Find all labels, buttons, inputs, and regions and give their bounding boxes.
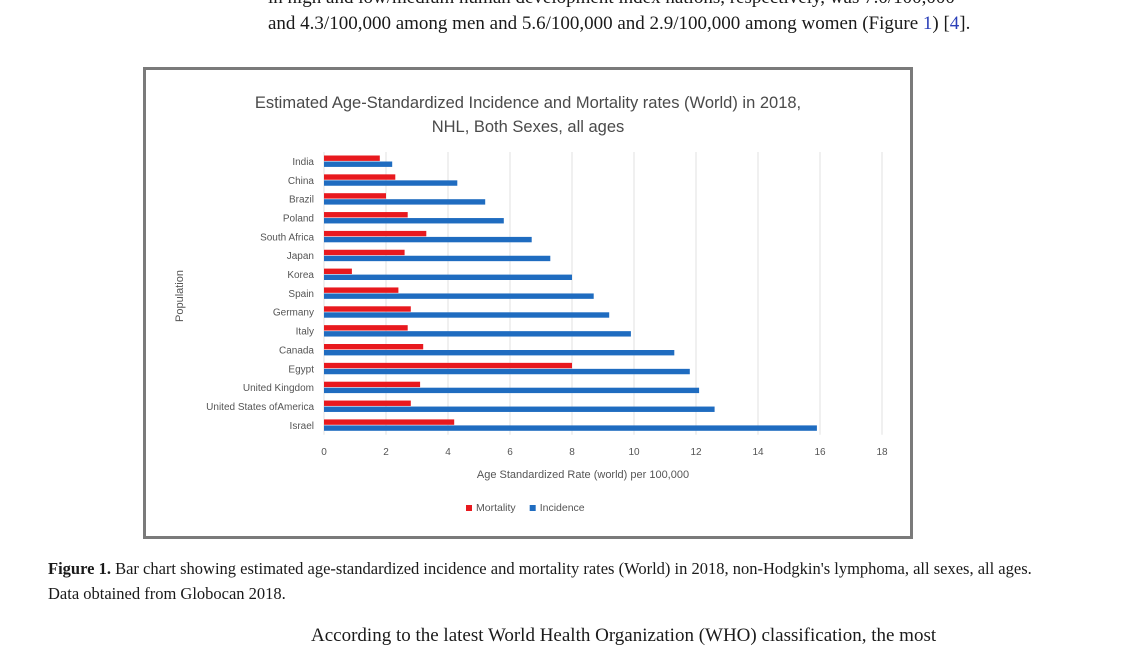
bar-mortality — [324, 287, 399, 293]
x-tick-label: 18 — [876, 447, 888, 458]
legend-label: Incidence — [540, 502, 585, 514]
bar-incidence — [324, 199, 486, 205]
x-tick-label: 0 — [321, 447, 327, 458]
bar-mortality — [324, 155, 380, 161]
legend-swatch-mortality — [466, 505, 472, 511]
category-label: Germany — [273, 308, 314, 319]
x-tick-label: 6 — [507, 447, 513, 458]
figure-frame: Estimated Age-Standardized Incidence and… — [143, 67, 913, 539]
bar-incidence — [324, 274, 572, 280]
bar-incidence — [324, 161, 393, 167]
bar-mortality — [324, 400, 411, 406]
x-tick-label: 14 — [752, 447, 764, 458]
bar-chart: Estimated Age-Standardized Incidence and… — [174, 94, 888, 514]
bar-incidence — [324, 350, 675, 356]
category-label: Israel — [290, 421, 314, 432]
chart-title-line-2: NHL, Both Sexes, all ages — [432, 118, 625, 136]
gridlines — [323, 152, 883, 435]
x-tick-label: 10 — [628, 447, 640, 458]
category-label: India — [292, 157, 314, 168]
paragraph-above-line: and 4.3/100,000 among men and 5.6/100,00… — [268, 12, 970, 36]
bar-mortality — [324, 174, 396, 180]
category-label: Italy — [296, 327, 314, 338]
legend-swatch-incidence — [529, 505, 536, 511]
category-label: Korea — [287, 270, 314, 281]
paragraph-below-partial: According to the latest World Health Org… — [311, 625, 937, 646]
legend: Mortality Incidence — [466, 502, 585, 514]
x-tick-label: 16 — [814, 447, 826, 458]
category-label: Japan — [287, 251, 314, 262]
bar-mortality — [324, 212, 408, 218]
bar-incidence — [324, 218, 504, 224]
figure-reference-link[interactable]: 1 — [922, 13, 933, 34]
bar-incidence — [324, 293, 594, 299]
bar-mortality — [324, 249, 405, 256]
category-label: United States ofAmerica — [206, 402, 314, 413]
bar-incidence — [324, 368, 690, 375]
x-tick-label: 8 — [569, 447, 575, 458]
bar-mortality — [324, 306, 411, 312]
chart-title-line-1: Estimated Age-Standardized Incidence and… — [255, 94, 801, 112]
bar-mortality — [324, 230, 427, 237]
bar-mortality — [324, 325, 408, 331]
bars — [324, 155, 817, 431]
bar-mortality — [324, 268, 352, 274]
category-label: China — [288, 176, 315, 187]
bar-mortality — [324, 193, 386, 199]
category-label: Brazil — [289, 195, 314, 206]
paragraph-text-mid: ) [ — [932, 13, 950, 34]
bar-mortality — [324, 344, 424, 350]
figure-caption: Figure 1. Bar chart showing estimated ag… — [48, 556, 1058, 606]
citation-link[interactable]: 4 — [949, 13, 960, 34]
x-axis-title: Age Standardized Rate (world) per 100,00… — [477, 469, 689, 481]
bar-mortality — [324, 362, 572, 369]
x-tick-label: 2 — [383, 447, 389, 458]
category-labels: India China Brazil Poland South Africa Japan K… — [206, 157, 314, 432]
category-label: United Kingdom — [243, 383, 314, 394]
bar-incidence — [324, 387, 700, 394]
bar-incidence — [324, 255, 551, 262]
paragraph-text-end: ]. — [959, 13, 971, 34]
bar-incidence — [324, 425, 817, 431]
bar-incidence — [324, 406, 715, 412]
bar-mortality — [324, 419, 455, 425]
category-label: Canada — [279, 345, 314, 356]
x-tick-label: 4 — [445, 447, 451, 458]
y-axis-title: Population — [174, 270, 186, 322]
bar-incidence — [324, 312, 610, 318]
paragraph-text: and 4.3/100,000 among men and 5.6/100,00… — [268, 13, 923, 34]
bar-incidence — [324, 180, 458, 186]
category-label: Poland — [283, 213, 314, 224]
x-tick-labels: 0 2 4 6 8 10 12 14 16 18 — [321, 447, 888, 458]
x-tick-label: 12 — [690, 447, 702, 458]
category-label: Spain — [288, 289, 314, 300]
bar-mortality — [324, 381, 421, 388]
figure-caption-label: Figure 1. — [48, 559, 111, 578]
category-label: South Africa — [260, 232, 314, 243]
figure-caption-text: Bar chart showing estimated age-standard… — [48, 559, 1032, 603]
category-label: Egypt — [288, 364, 314, 375]
bar-incidence — [324, 331, 631, 337]
legend-label: Mortality — [476, 502, 516, 514]
bar-incidence — [324, 236, 532, 243]
paragraph-above-partial: in high and low/medium human development… — [268, 0, 955, 10]
